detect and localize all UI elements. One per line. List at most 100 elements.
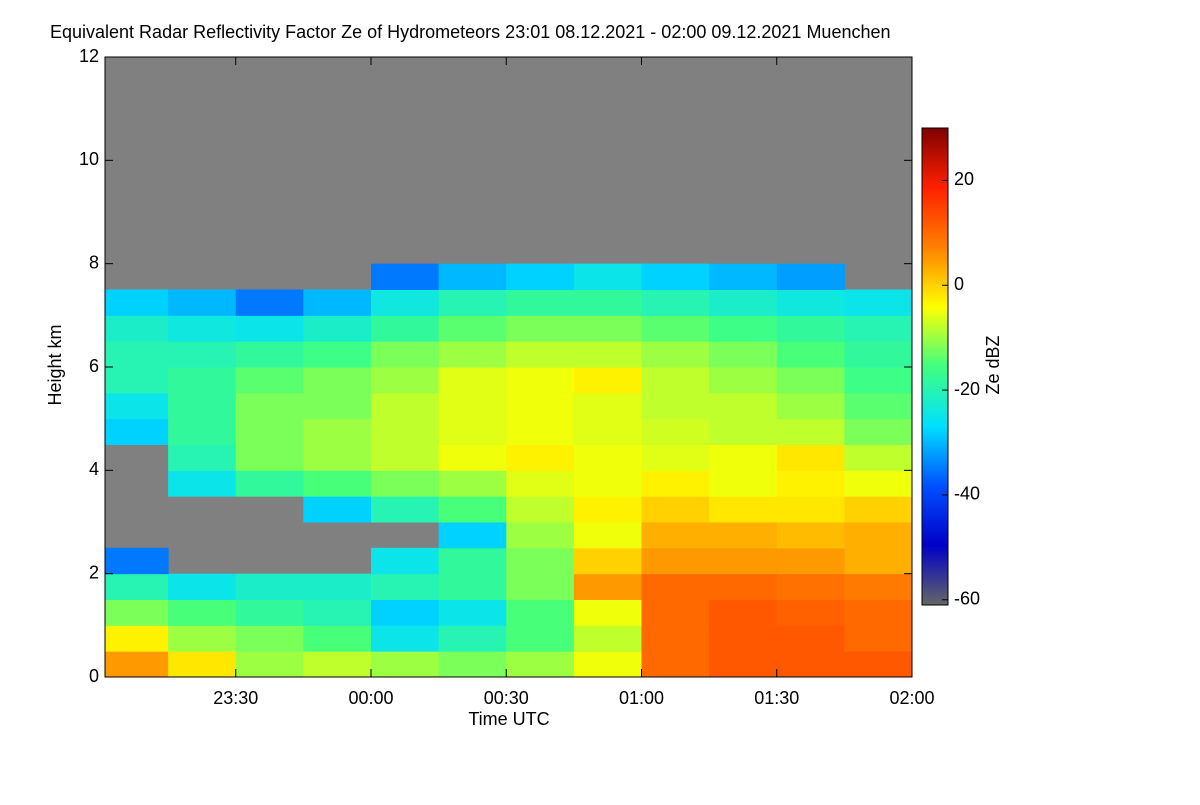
- heatmap-cell: [370, 263, 440, 290]
- heatmap-cell: [573, 367, 642, 394]
- heatmap-cell: [438, 547, 507, 575]
- heatmap-cell: [370, 625, 440, 652]
- heatmap-cell: [709, 418, 778, 445]
- heatmap-cell: [235, 599, 304, 626]
- heatmap-cell: [573, 547, 642, 575]
- heatmap-cell: [573, 496, 642, 523]
- heatmap-cell: [105, 418, 169, 445]
- heatmap-cell: [641, 625, 710, 652]
- heatmap-cell: [844, 651, 912, 677]
- heatmap-cell: [573, 341, 642, 368]
- heatmap-cell: [573, 651, 642, 677]
- heatmap-cell: [844, 522, 912, 549]
- heatmap-cell: [370, 341, 440, 368]
- heatmap-cell: [506, 418, 575, 445]
- y-tick-label: 6: [89, 356, 99, 376]
- heatmap-cell: [844, 289, 912, 316]
- heatmap-cell: [370, 392, 440, 420]
- heatmap-cell: [776, 522, 845, 549]
- x-axis-label: Time UTC: [468, 709, 549, 729]
- x-tick-label: 23:30: [213, 688, 258, 708]
- heatmap-cell: [573, 289, 642, 316]
- heatmap-cell: [370, 418, 440, 445]
- heatmap-cell: [303, 341, 372, 368]
- x-tick-label: 02:00: [889, 688, 934, 708]
- heatmap-cell: [709, 263, 778, 290]
- heatmap-cell: [573, 418, 642, 445]
- heatmap-cell: [105, 651, 169, 677]
- heatmap-cell: [844, 392, 912, 420]
- heatmap-cell: [168, 289, 237, 316]
- heatmap-cell: [168, 444, 237, 471]
- heatmap-cell: [235, 315, 304, 342]
- x-tick-label: 00:00: [348, 688, 393, 708]
- x-tick-label: 00:30: [484, 688, 529, 708]
- heatmap-cell: [776, 263, 845, 290]
- x-tick-label: 01:00: [619, 688, 664, 708]
- heatmap-cell: [105, 367, 169, 394]
- heatmap-cell: [506, 315, 575, 342]
- heatmap-cell: [168, 315, 237, 342]
- heatmap-cell: [370, 444, 440, 471]
- heatmap-cell: [235, 573, 304, 600]
- x-tick-label: 01:30: [754, 688, 799, 708]
- heatmap-cell: [303, 599, 372, 626]
- heatmap-cell: [506, 599, 575, 626]
- heatmap-cell: [105, 573, 169, 600]
- heatmap-cell: [303, 315, 372, 342]
- heatmap-cell: [438, 392, 507, 420]
- heatmap-cell: [105, 392, 169, 420]
- heatmap-cell: [438, 418, 507, 445]
- heatmap-cell: [168, 599, 237, 626]
- heatmap-cell: [168, 367, 237, 394]
- heatmap-cell: [709, 315, 778, 342]
- heatmap-cell: [105, 599, 169, 626]
- y-tick-label: 0: [89, 666, 99, 686]
- heatmap-cell: [776, 289, 845, 316]
- heatmap-cell: [303, 573, 372, 600]
- heatmap-cell: [641, 573, 710, 600]
- heatmap-cell: [641, 367, 710, 394]
- heatmap-cell: [235, 444, 304, 471]
- heatmap-cell: [573, 444, 642, 471]
- heatmap-cell: [105, 625, 169, 652]
- heatmap-cell: [641, 263, 710, 290]
- heatmap-cell: [168, 341, 237, 368]
- heatmap-cell: [776, 496, 845, 523]
- heatmap-cell: [776, 341, 845, 368]
- heatmap-cell: [844, 444, 912, 471]
- heatmap-cell: [844, 599, 912, 626]
- heatmap-cell: [776, 573, 845, 600]
- heatmap-cell: [641, 470, 710, 497]
- heatmap-cell: [641, 547, 710, 575]
- heatmap-cell: [709, 289, 778, 316]
- heatmap-cell: [573, 625, 642, 652]
- heatmap-cell: [506, 625, 575, 652]
- heatmap-cell: [438, 289, 507, 316]
- heatmap-cell: [776, 418, 845, 445]
- heatmap-cell: [370, 367, 440, 394]
- heatmap-cell: [506, 651, 575, 677]
- heatmap-cell: [506, 367, 575, 394]
- heatmap-cell: [844, 367, 912, 394]
- heatmap-cell: [844, 470, 912, 497]
- colorbar-tick-label: 0: [954, 274, 964, 294]
- heatmap-cell: [641, 599, 710, 626]
- heatmap-cell: [709, 496, 778, 523]
- heatmap-cell: [709, 625, 778, 652]
- heatmap-cell: [370, 599, 440, 626]
- heatmap-cell: [506, 470, 575, 497]
- heatmap-cell: [235, 418, 304, 445]
- heatmap-cell: [506, 522, 575, 549]
- colorbar-tick-label: -60: [954, 589, 980, 609]
- y-axis-label: Height km: [45, 324, 65, 405]
- heatmap-cell: [438, 599, 507, 626]
- heatmap-cell: [506, 444, 575, 471]
- heatmap-cell: [641, 341, 710, 368]
- heatmap-cell: [709, 522, 778, 549]
- heatmap-cell: [506, 341, 575, 368]
- heatmap-cell: [506, 289, 575, 316]
- heatmap-cell: [438, 522, 507, 549]
- heatmap-cell: [303, 418, 372, 445]
- heatmap-cell: [168, 470, 237, 497]
